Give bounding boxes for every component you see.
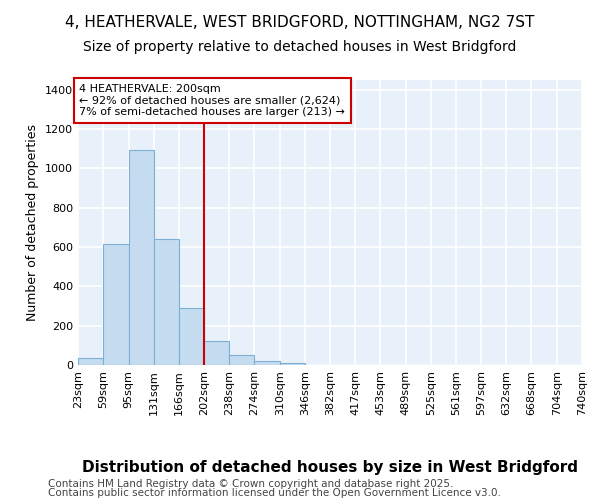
Text: 4, HEATHERVALE, WEST BRIDGFORD, NOTTINGHAM, NG2 7ST: 4, HEATHERVALE, WEST BRIDGFORD, NOTTINGH… — [65, 15, 535, 30]
Text: Size of property relative to detached houses in West Bridgford: Size of property relative to detached ho… — [83, 40, 517, 54]
Bar — [103, 244, 128, 365]
Bar — [78, 358, 103, 365]
Bar — [254, 361, 280, 365]
Text: Contains public sector information licensed under the Open Government Licence v3: Contains public sector information licen… — [48, 488, 501, 498]
Text: Distribution of detached houses by size in West Bridgford: Distribution of detached houses by size … — [82, 460, 578, 475]
Bar — [280, 362, 305, 365]
Text: Contains HM Land Registry data © Crown copyright and database right 2025.: Contains HM Land Registry data © Crown c… — [48, 479, 454, 489]
Bar — [128, 150, 154, 365]
Bar — [179, 308, 204, 365]
Bar — [154, 239, 179, 365]
Bar — [229, 355, 254, 365]
Y-axis label: Number of detached properties: Number of detached properties — [26, 124, 40, 321]
Bar — [204, 342, 229, 365]
Text: 4 HEATHERVALE: 200sqm
← 92% of detached houses are smaller (2,624)
7% of semi-de: 4 HEATHERVALE: 200sqm ← 92% of detached … — [79, 84, 345, 117]
